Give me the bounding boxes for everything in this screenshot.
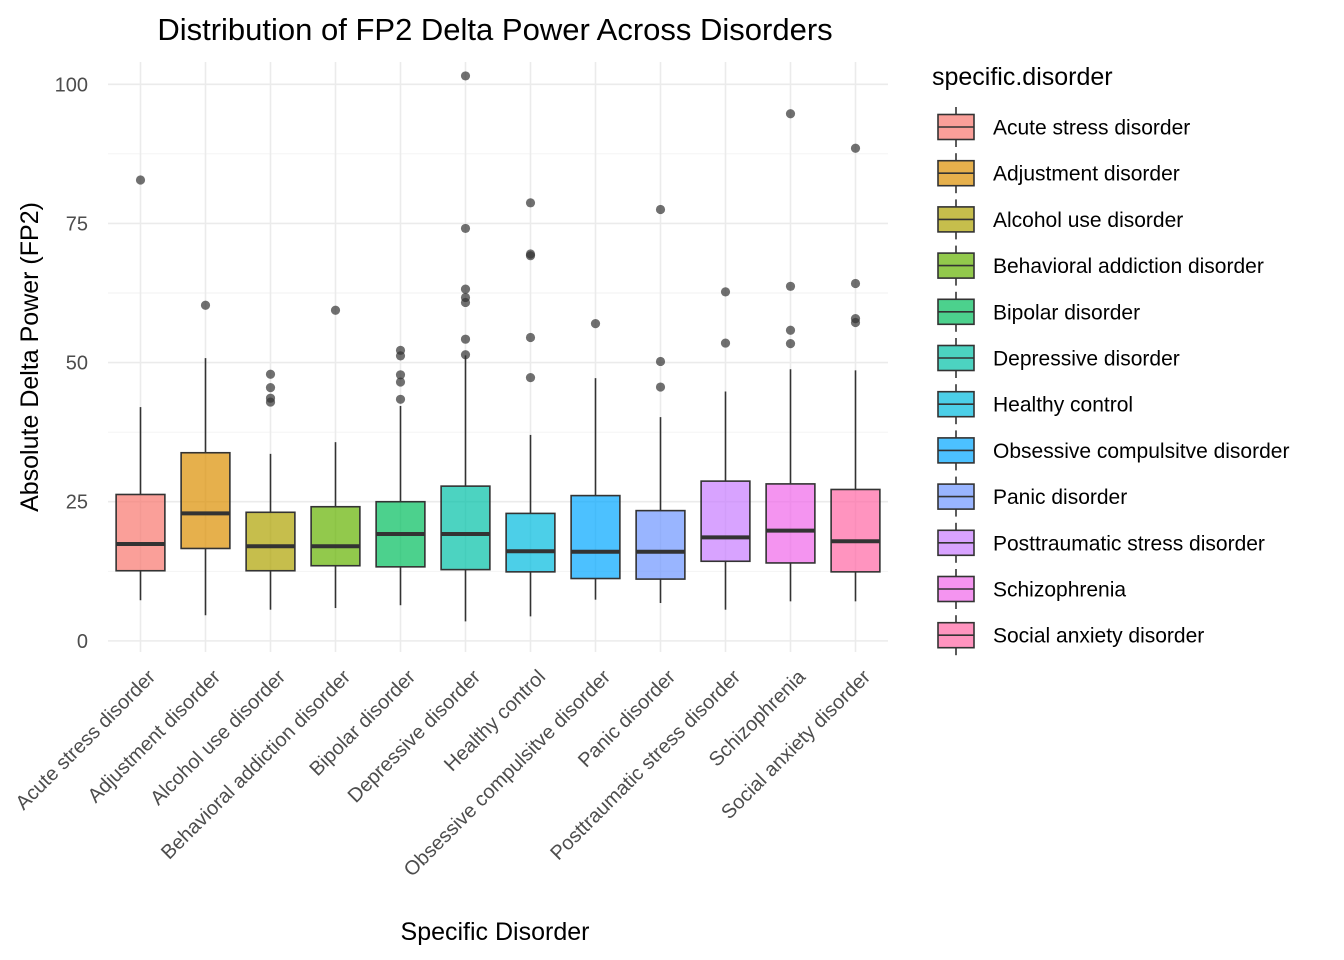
legend-label: Alcohol use disorder <box>993 209 1183 232</box>
legend-label: Posttraumatic stress disorder <box>993 532 1265 555</box>
outlier-point <box>655 382 666 392</box>
box-group <box>310 305 361 609</box>
legend-items: Acute stress disorder Adjustment disorder… <box>937 107 1289 656</box>
legend-item: Adjustment disorder <box>937 153 1180 194</box>
box-group <box>700 287 751 610</box>
outlier-point <box>460 350 471 360</box>
box <box>180 451 231 550</box>
legend-label: Obsessive compulsitve disorder <box>993 440 1289 463</box>
legend-item: Social anxiety disorder <box>937 615 1204 656</box>
y-axis-title: Absolute Delta Power (FP2) <box>16 202 44 512</box>
box <box>245 511 296 572</box>
outlier-point <box>655 356 666 367</box>
box <box>765 483 816 564</box>
y-axis-ticks: 0 25 50 75 100 <box>55 74 88 653</box>
y-tick-label: 25 <box>66 492 88 514</box>
outlier-point <box>720 338 731 348</box>
outlier-point <box>525 198 536 208</box>
legend-item: Obsessive compulsitve disorder <box>937 430 1289 471</box>
legend-label: Panic disorder <box>993 486 1127 509</box>
box-group <box>635 204 686 604</box>
outlier-point <box>460 71 471 81</box>
outlier-point <box>525 332 536 343</box>
outlier-point <box>785 281 796 291</box>
outlier-point <box>785 109 796 119</box>
legend-item: Healthy control <box>937 384 1133 425</box>
box-group <box>115 175 166 601</box>
outlier-point <box>785 325 796 335</box>
outlier-point <box>265 393 276 403</box>
legend-item: Behavioral addiction disorder <box>937 245 1264 286</box>
outlier-point <box>850 143 861 153</box>
outlier-point <box>395 345 406 355</box>
box-group <box>440 71 491 622</box>
outlier-point <box>850 313 861 324</box>
outlier-point <box>395 394 406 404</box>
outlier-point <box>850 278 861 289</box>
outlier-point <box>460 334 471 344</box>
legend-label: Bipolar disorder <box>993 301 1140 324</box>
legend-label: Acute stress disorder <box>993 117 1190 140</box>
legend: specific.disorder Acute stress disorderA… <box>932 63 1289 656</box>
outlier-point <box>395 370 406 380</box>
box <box>635 509 686 580</box>
plot-boxes <box>115 71 881 622</box>
box-group <box>765 109 816 602</box>
legend-item: Acute stress disorder <box>937 107 1190 147</box>
box-group <box>505 198 556 617</box>
outlier-point <box>590 319 601 329</box>
y-tick-label: 75 <box>66 213 88 235</box>
outlier-point <box>460 284 471 294</box>
y-tick-label: 50 <box>66 353 88 375</box>
outlier-point <box>330 305 341 315</box>
legend-item: Panic disorder <box>937 476 1127 517</box>
box-group <box>570 319 621 600</box>
outlier-point <box>655 204 666 215</box>
legend-label: Behavioral addiction disorder <box>993 255 1264 278</box>
box <box>570 494 621 580</box>
legend-label: Depressive disorder <box>993 348 1180 371</box>
legend-title: specific.disorder <box>932 63 1113 91</box>
outlier-point <box>460 223 471 234</box>
box <box>505 512 556 573</box>
legend-item: Schizophrenia <box>937 569 1126 609</box>
outlier-point <box>785 339 796 349</box>
outlier-point <box>265 383 276 393</box>
outlier-point <box>720 287 731 297</box>
outlier-point <box>460 292 471 303</box>
outlier-point <box>395 377 406 387</box>
legend-label: Adjustment disorder <box>993 163 1180 186</box>
chart-title: Distribution of FP2 Delta Power Across D… <box>157 12 832 47</box>
outlier-point <box>525 249 536 259</box>
outlier-point <box>525 372 536 383</box>
x-axis-title: Specific Disorder <box>401 918 590 946</box>
outlier-point <box>135 175 146 185</box>
box <box>700 480 751 563</box>
legend-label: Schizophrenia <box>993 579 1126 602</box>
box <box>440 485 491 571</box>
legend-item: Alcohol use disorder <box>937 199 1183 240</box>
outlier-point <box>265 369 276 379</box>
legend-item: Depressive disorder <box>937 338 1180 378</box>
box-group <box>180 300 231 616</box>
legend-item: Posttraumatic stress disorder <box>937 522 1265 563</box>
box-group <box>375 345 426 606</box>
legend-label: Social anxiety disorder <box>993 625 1204 648</box>
box-group <box>245 369 296 610</box>
box <box>115 493 166 572</box>
legend-label: Healthy control <box>993 394 1133 417</box>
y-tick-label: 100 <box>55 74 88 96</box>
outlier-point <box>200 300 211 310</box>
box <box>830 488 881 573</box>
box <box>310 505 361 567</box>
y-tick-label: 0 <box>77 631 88 653</box>
box-group <box>830 143 881 602</box>
legend-item: Bipolar disorder <box>937 291 1140 332</box>
